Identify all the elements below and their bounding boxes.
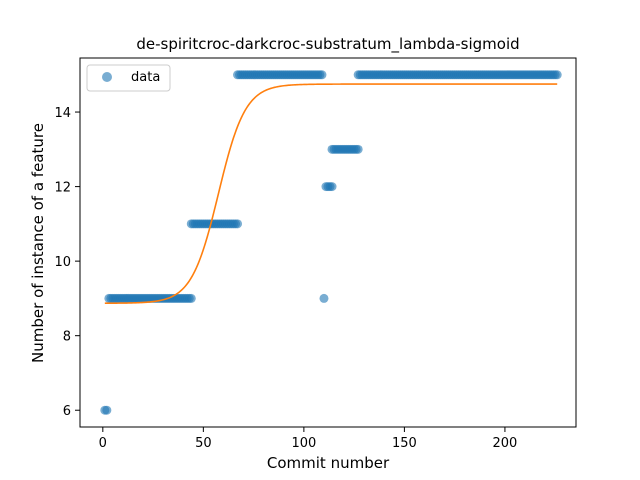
data-point xyxy=(319,293,329,303)
y-axis: 6 8 10 12 14 xyxy=(54,106,80,419)
x-tick-label: 100 xyxy=(291,436,316,451)
legend: data xyxy=(86,64,171,92)
y-tick-label: 8 xyxy=(63,330,71,345)
axes-background xyxy=(80,58,576,427)
x-tick-label: 150 xyxy=(392,436,417,451)
data-point xyxy=(552,70,562,80)
y-tick-label: 12 xyxy=(54,181,71,196)
legend-label: data xyxy=(131,70,160,85)
data-point xyxy=(102,405,112,415)
x-tick-label: 50 xyxy=(195,436,212,451)
legend-box xyxy=(86,64,171,92)
data-point xyxy=(317,70,327,80)
y-tick-label: 14 xyxy=(54,106,71,121)
axes-frame xyxy=(79,57,577,428)
y-axis-label: Number of instance of a feature xyxy=(29,123,47,363)
data-point xyxy=(186,293,196,303)
fit-line xyxy=(104,83,558,305)
data-marks xyxy=(100,70,562,415)
x-tick-label: 0 xyxy=(99,436,107,451)
y-tick-label: 6 xyxy=(63,404,71,419)
x-axis: 0 50 100 150 200 xyxy=(99,427,518,451)
x-tick-label: 200 xyxy=(493,436,518,451)
data-point xyxy=(327,182,337,192)
legend-marker xyxy=(102,72,112,82)
data-point xyxy=(353,144,363,154)
y-tick-label: 10 xyxy=(54,255,71,270)
plot-area xyxy=(79,57,577,428)
data-point xyxy=(233,219,243,229)
x-axis-label: Commit number xyxy=(267,454,390,472)
chart-title: de-spiritcroc-darkcroc-substratum_lambda… xyxy=(136,35,519,54)
